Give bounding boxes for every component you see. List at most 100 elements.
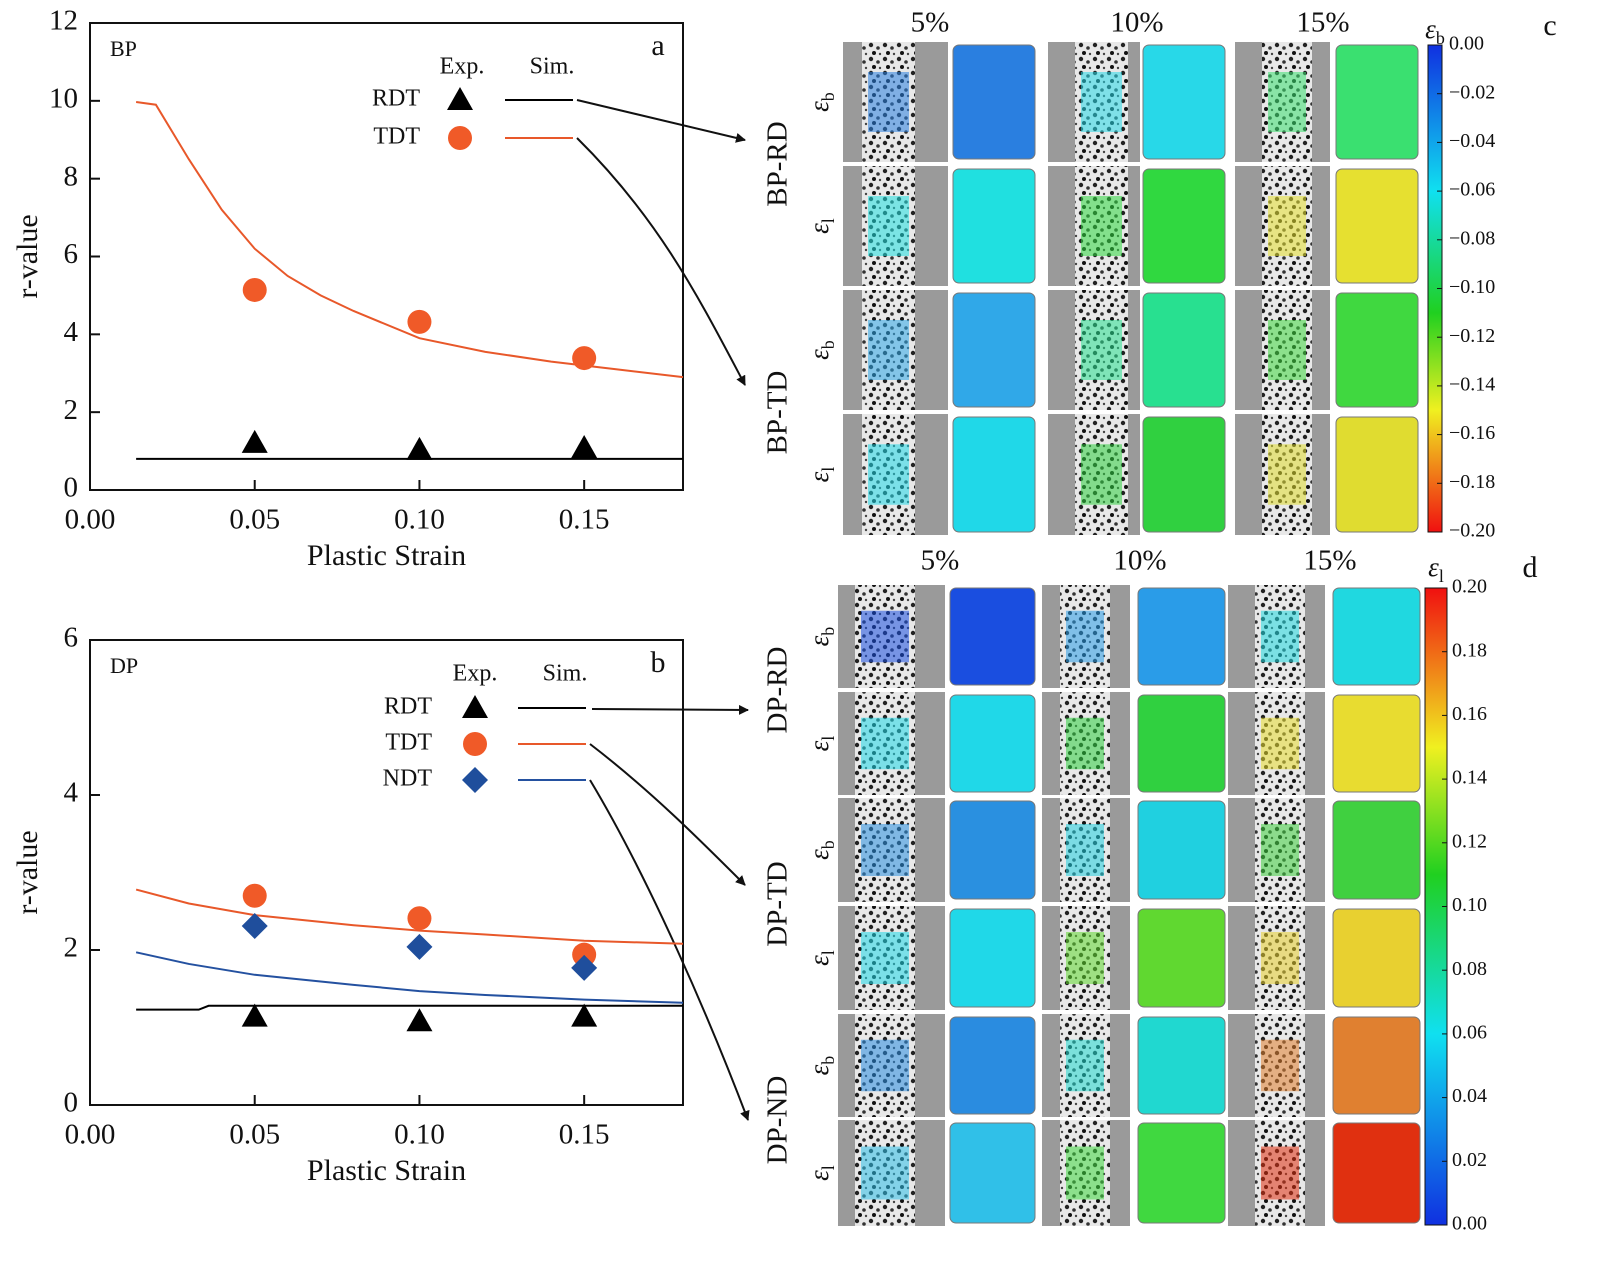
dic-overlay <box>1261 717 1299 770</box>
marker <box>241 429 268 453</box>
strain-symbol: εb <box>804 340 838 360</box>
dic-overlay <box>868 72 909 132</box>
strain-map <box>952 416 1036 533</box>
strain-map <box>1137 1016 1226 1115</box>
column-label: 10% <box>1113 545 1166 577</box>
arrow <box>576 137 746 386</box>
symbol: ε <box>804 349 834 360</box>
group-label: BP-RD <box>762 121 794 206</box>
subscript: b <box>818 340 838 349</box>
strain-map <box>1137 694 1226 793</box>
sim-line <box>135 951 684 1004</box>
dic-overlay <box>1066 932 1104 984</box>
strain-map <box>1332 908 1421 1008</box>
dic-overlay <box>1261 610 1299 663</box>
subscript: b <box>818 840 838 849</box>
strain-symbol: εb <box>1425 14 1445 48</box>
legend-header: Sim. <box>543 661 588 687</box>
y-tick-label: 4 <box>64 777 79 809</box>
dic-overlay <box>1066 824 1104 876</box>
colorbar-tick-label: −0.08 <box>1449 227 1495 249</box>
x-tick-label: 0.05 <box>229 504 280 536</box>
subscript: l <box>818 467 838 472</box>
y-tick-label: 10 <box>49 82 78 114</box>
dic-overlay <box>1268 320 1306 380</box>
strain-map <box>1142 416 1226 533</box>
strain-map <box>1137 587 1226 686</box>
legend-marker <box>462 695 488 718</box>
legend-marker <box>463 732 487 756</box>
sim-line <box>136 1004 683 1011</box>
arrow <box>591 704 749 715</box>
colorbar-tick-label: −0.12 <box>1449 325 1495 347</box>
symbol: ε <box>1428 552 1439 582</box>
y-tick-label: 2 <box>64 394 79 426</box>
subscript: l <box>818 950 838 955</box>
strain-symbol: εb <box>804 627 838 647</box>
panel-label: b <box>651 646 666 679</box>
dic-overlay <box>1081 444 1122 505</box>
symbol: ε <box>804 1064 834 1075</box>
dic-overlay <box>868 320 909 380</box>
legend-label: RDT <box>372 86 420 112</box>
column-label: 5% <box>911 7 950 39</box>
symbol: ε <box>804 955 834 966</box>
strain-map <box>949 694 1036 793</box>
symbol: ε <box>804 740 834 751</box>
legend-marker <box>448 126 472 150</box>
y-tick-label: 2 <box>64 932 79 964</box>
dic-overlay <box>1261 1146 1299 1200</box>
y-tick-label: 6 <box>64 238 79 270</box>
dic-overlay <box>1268 72 1306 132</box>
strain-map <box>1332 694 1421 793</box>
strain-symbol: εl <box>804 1165 838 1181</box>
colorbar-tick-label: −0.18 <box>1449 471 1495 493</box>
strain-map <box>1332 800 1421 900</box>
strain-map <box>1137 908 1226 1008</box>
x-axis-title: Plastic Strain <box>307 539 466 572</box>
colorbar-tick-label: −0.04 <box>1449 130 1495 152</box>
strain-map <box>952 292 1036 408</box>
dic-overlay <box>1261 1039 1299 1092</box>
legend-marker <box>447 87 473 110</box>
strain-map <box>1332 587 1421 686</box>
strain-symbol: εl <box>804 736 838 752</box>
colorbar-tick-label: 0.16 <box>1452 703 1487 725</box>
x-tick-label: 0.15 <box>559 1119 610 1151</box>
marker <box>572 346 597 371</box>
dic-overlay <box>861 610 909 663</box>
colorbar-tick-label: −0.20 <box>1449 520 1495 542</box>
subscript: b <box>818 627 838 636</box>
strain-map <box>1142 292 1226 408</box>
marker <box>571 434 598 458</box>
strain-symbol: εl <box>804 467 838 483</box>
symbol: ε <box>804 223 834 234</box>
marker <box>242 883 267 908</box>
colorbar-tick-label: 0.08 <box>1452 958 1487 980</box>
dic-overlay <box>1066 610 1104 663</box>
dic-overlay <box>1081 72 1122 132</box>
strain-symbol: εb <box>804 840 838 860</box>
marker <box>406 933 433 960</box>
strain-map <box>1335 292 1419 408</box>
group-label: BP-TD <box>762 371 794 455</box>
y-tick-label: 8 <box>64 160 79 192</box>
dic-overlay <box>1268 196 1306 256</box>
marker <box>407 309 432 334</box>
strain-map <box>1142 168 1226 284</box>
colorbar-tick-label: −0.06 <box>1449 179 1495 201</box>
strain-map <box>1142 44 1226 160</box>
colorbar-tick-label: −0.10 <box>1449 276 1495 298</box>
colorbar-tick-label: 0.12 <box>1452 830 1487 852</box>
symbol: ε <box>804 101 834 112</box>
colorbar-tick-label: 0.18 <box>1452 639 1487 661</box>
arrows <box>576 99 750 1121</box>
strain-map <box>1335 416 1419 533</box>
dic-overlay <box>1261 824 1299 876</box>
dic-overlay <box>1268 444 1306 505</box>
x-axis-title: Plastic Strain <box>307 1154 466 1187</box>
strain-map <box>1332 1016 1421 1115</box>
legend-label: TDT <box>385 730 432 756</box>
column-label: 5% <box>921 545 960 577</box>
subscript: l <box>818 736 838 741</box>
